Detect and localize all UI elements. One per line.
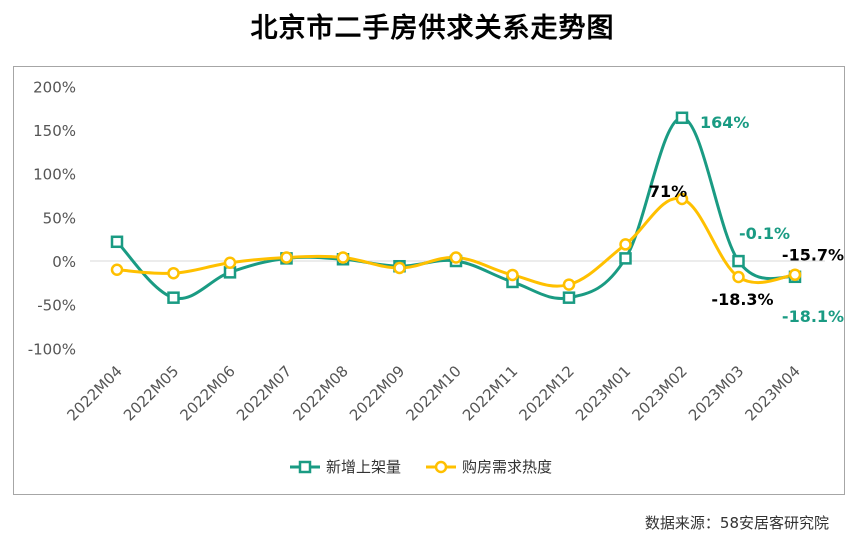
x-tick-label: 2022M04: [63, 362, 125, 424]
x-tick-label: 2022M07: [233, 362, 295, 424]
data-point-demand-heat: [788, 268, 802, 281]
data-point-new-listings: [732, 254, 745, 268]
data-point-demand-heat: [732, 270, 745, 284]
x-tick-label: 2022M06: [176, 362, 238, 424]
data-point-demand-heat: [336, 251, 350, 264]
y-tick-label: 200%: [33, 78, 76, 96]
y-tick-label: 0%: [52, 253, 76, 271]
data-point-new-listings: [562, 291, 576, 304]
data-label: 71%: [649, 182, 687, 201]
data-point-demand-heat: [393, 261, 406, 275]
x-tick-label: 2022M12: [515, 362, 577, 424]
data-label: -18.1%: [782, 307, 844, 326]
data-point-demand-heat: [562, 278, 576, 291]
data-point-demand-heat: [619, 238, 632, 251]
data-point-new-listings: [619, 252, 632, 265]
data-point-demand-heat: [223, 256, 237, 269]
legend-label-demand-heat: 购房需求热度: [462, 458, 552, 476]
data-point-new-listings: [675, 111, 689, 125]
data-point-demand-heat: [110, 263, 124, 276]
data-point-new-listings: [110, 235, 124, 249]
data-point-demand-heat: [506, 268, 519, 282]
x-tick-label: 2022M05: [120, 362, 182, 424]
x-tick-label: 2022M08: [289, 362, 351, 424]
data-point-new-listings: [167, 291, 180, 304]
x-tick-label: 2022M09: [346, 362, 408, 424]
data-label: 164%: [700, 113, 749, 132]
y-tick-label: 100%: [33, 166, 76, 184]
x-tick-label: 2023M04: [741, 362, 803, 424]
legend-marker-square: [298, 460, 312, 474]
data-point-demand-heat: [280, 251, 293, 264]
y-tick-label: 150%: [33, 122, 76, 140]
y-tick-label: -100%: [28, 340, 76, 358]
x-tick-label: 2023M02: [628, 362, 690, 424]
data-label: -15.7%: [782, 246, 844, 265]
chart-title: 北京市二手房供求关系走势图: [250, 13, 615, 44]
x-tick-label: 2023M01: [572, 362, 634, 424]
data-point-demand-heat: [167, 266, 180, 280]
data-label: -0.1%: [739, 224, 790, 243]
x-tick-label: 2022M10: [402, 362, 464, 424]
data-point-demand-heat: [675, 192, 689, 206]
y-tick-label: -50%: [37, 297, 76, 315]
y-tick-label: 50%: [43, 209, 76, 227]
series-line-demand-heat: [116, 196, 796, 288]
chart-frame: [13, 66, 845, 495]
x-tick-label: 2022M11: [459, 362, 521, 424]
x-tick-label: 2023M03: [685, 362, 747, 424]
legend-marker-circle: [434, 460, 448, 474]
data-label: -18.3%: [711, 290, 773, 309]
legend-label-new-listings: 新增上架量: [326, 458, 401, 476]
data-source-note: 数据来源：58安居客研究院: [644, 514, 829, 532]
data-point-demand-heat: [449, 251, 463, 264]
